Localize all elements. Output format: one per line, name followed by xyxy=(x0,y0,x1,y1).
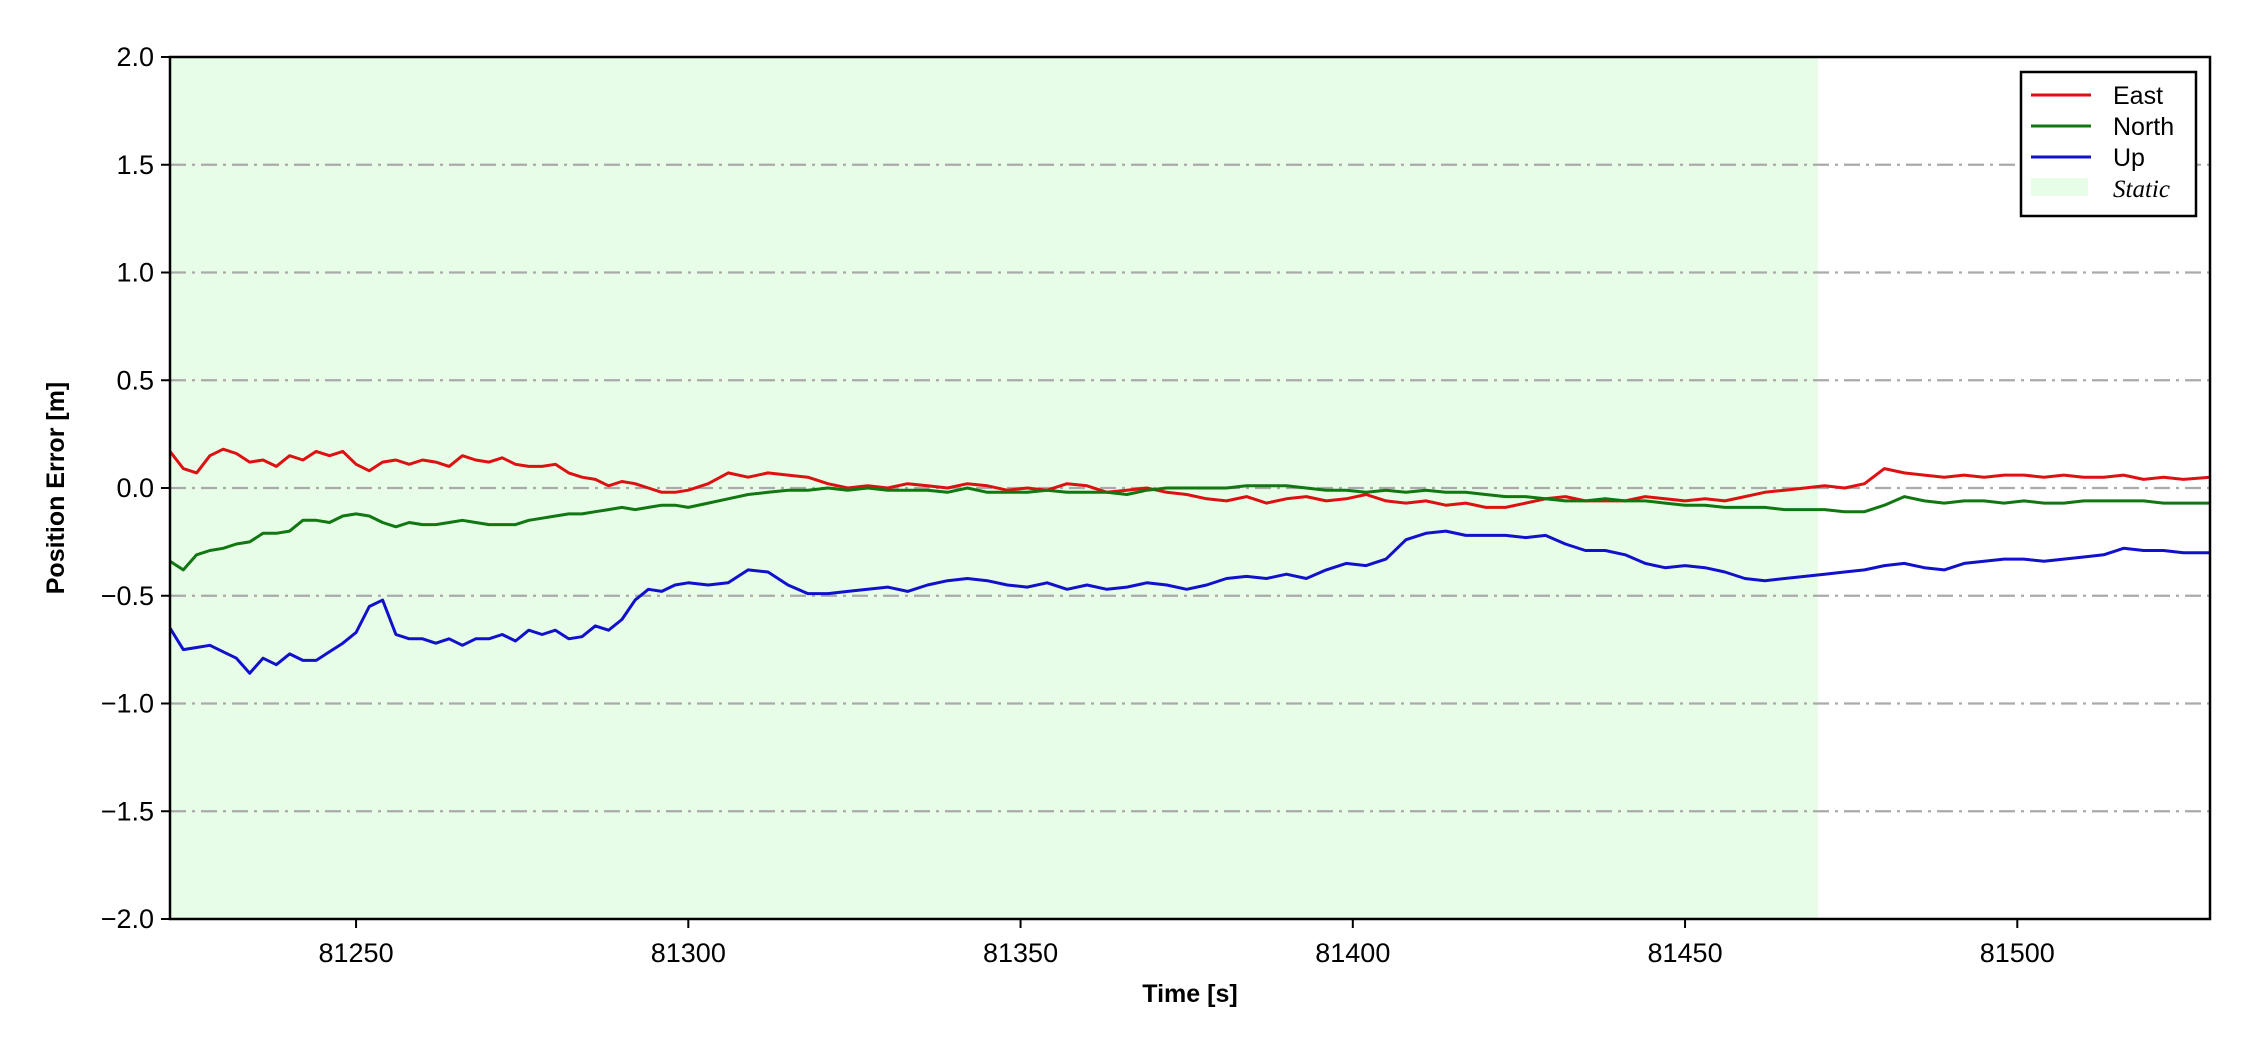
series-line-north xyxy=(169,484,2210,572)
legend: East North Up Static xyxy=(2019,70,2198,218)
y-tick-label: −0.5 xyxy=(101,581,154,611)
y-tick-label: 2.0 xyxy=(116,42,154,72)
y-axis-title: Position Error [m] xyxy=(42,382,70,595)
y-axis: 2.0 1.5 1.0 0.5 0.0 −0.5 −1.0 −1.5 −2.0 xyxy=(101,42,170,934)
y-tick-label: 1.5 xyxy=(116,150,154,180)
legend-label-static: Static xyxy=(2113,176,2170,203)
legend-label-north: North xyxy=(2113,113,2174,141)
legend-swatch-static xyxy=(2031,178,2088,196)
series-line-east xyxy=(168,447,2211,509)
x-tick-label: 81500 xyxy=(1980,938,2055,968)
series-group xyxy=(168,447,2211,675)
x-tick-label: 81400 xyxy=(1315,938,1390,968)
y-tick-label: −1.5 xyxy=(101,796,154,826)
x-tick-label: 81450 xyxy=(1648,938,1723,968)
y-tick-label: 1.0 xyxy=(116,258,154,288)
x-tick-label: 81250 xyxy=(319,938,394,968)
x-axis-title: Time [s] xyxy=(1142,980,1237,1008)
y-tick-label: 0.0 xyxy=(116,473,154,503)
legend-label-up: Up xyxy=(2113,144,2145,172)
series-line-up xyxy=(168,529,2210,675)
y-tick-label: −1.0 xyxy=(101,689,154,719)
y-tick-label: 0.5 xyxy=(116,365,154,395)
x-tick-label: 81350 xyxy=(983,938,1058,968)
legend-label-east: East xyxy=(2113,82,2163,110)
y-tick-label: −2.0 xyxy=(101,904,154,934)
x-tick-label: 81300 xyxy=(651,938,726,968)
x-axis: 81250 81300 81350 81400 81450 81500 xyxy=(319,919,2055,968)
